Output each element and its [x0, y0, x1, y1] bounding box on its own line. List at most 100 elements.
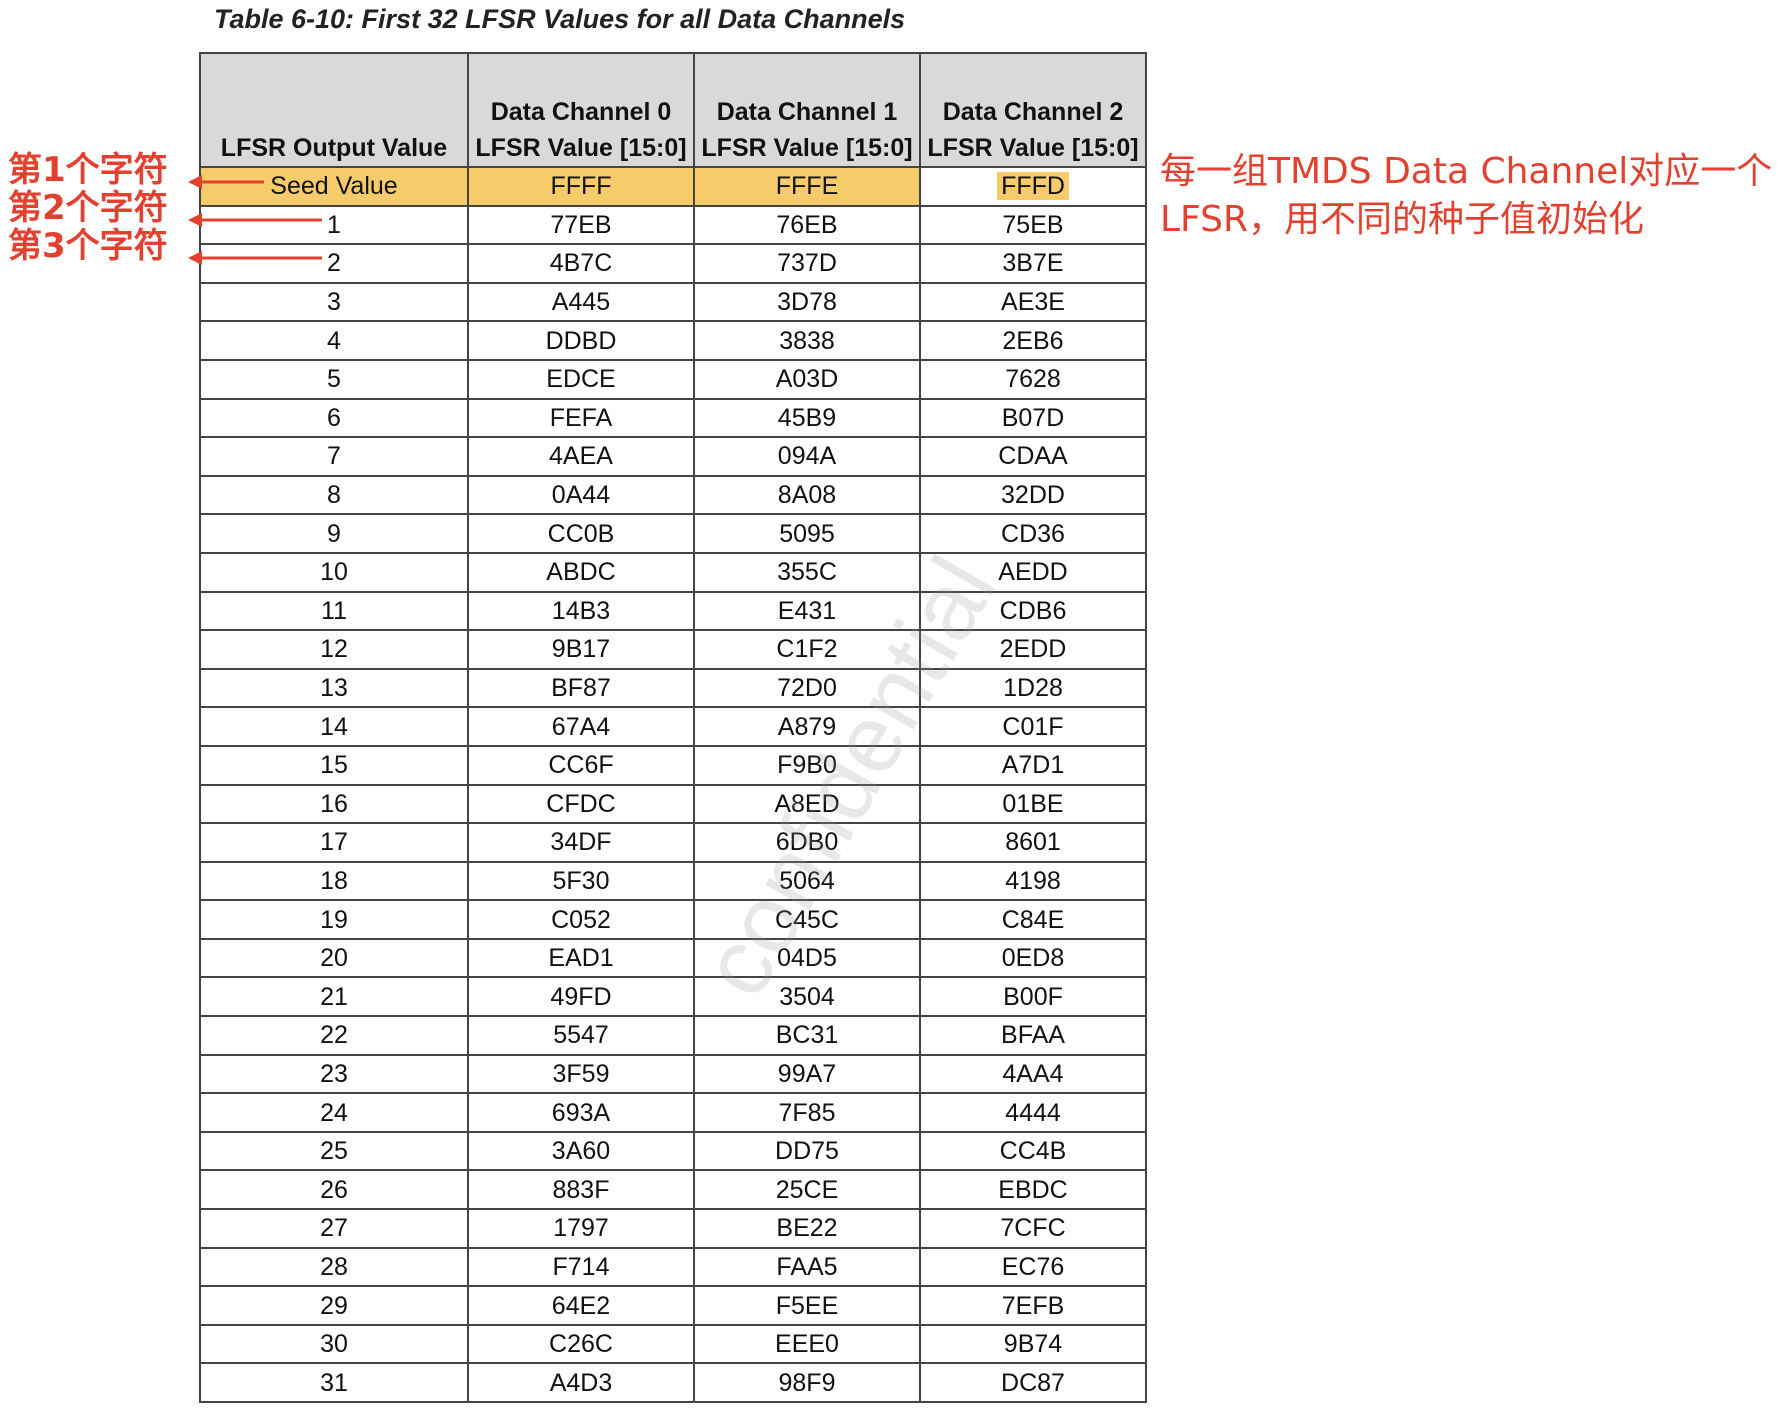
- lfsr-table: LFSR Output Value Data Channel 0 LFSR Va…: [199, 52, 1147, 1403]
- lfsr-value-cell: EDCE: [467, 358, 695, 400]
- lfsr-value-cell: 2EDD: [919, 629, 1147, 670]
- lfsr-value-cell: 5547: [467, 1015, 695, 1056]
- lfsr-value-cell: 5095: [693, 513, 921, 554]
- lfsr-value-cell: 4B7C: [467, 243, 695, 284]
- lfsr-value-cell: 2EB6: [919, 320, 1147, 361]
- table-header-row: LFSR Output Value Data Channel 0 LFSR Va…: [199, 52, 1147, 168]
- lfsr-value-cell: F5EE: [693, 1285, 921, 1326]
- table-row: 25 3A60 DD75 CC4B: [199, 1130, 1147, 1172]
- annotation-channel-note: 每一组TMDS Data Channel对应一个 LFSR，用不同的种子值初始化: [1160, 148, 1772, 244]
- lfsr-value-cell: FFFD: [919, 166, 1147, 207]
- table-row: 1 77EB 76EB 75EB: [199, 204, 1147, 246]
- header-channel-1: Data Channel 1 LFSR Value [15:0]: [693, 52, 921, 168]
- lfsr-value-cell: ABDC: [467, 551, 695, 593]
- lfsr-value-cell: DDBD: [467, 320, 695, 361]
- table-row: 2 4B7C 737D 3B7E: [199, 243, 1147, 284]
- lfsr-value-cell: C26C: [467, 1323, 695, 1365]
- annotation-char-1: 第1个字符: [8, 150, 168, 190]
- lfsr-value-cell: 04D5: [693, 937, 921, 979]
- table-row: 17 34DF 6DB0 8601: [199, 822, 1147, 863]
- lfsr-value-cell: 4198: [919, 860, 1147, 902]
- table-row: 20 EAD1 04D5 0ED8: [199, 937, 1147, 979]
- table-row: 12 9B17 C1F2 2EDD: [199, 629, 1147, 670]
- lfsr-value-cell: 7EFB: [919, 1285, 1147, 1326]
- lfsr-value-cell: C84E: [919, 899, 1147, 940]
- lfsr-value-cell: 99A7: [693, 1053, 921, 1095]
- table-caption: Table 6-10: First 32 LFSR Values for all…: [214, 4, 906, 34]
- table-row: 7 4AEA 094A CDAA: [199, 436, 1147, 477]
- highlighted-value: FFFD: [997, 172, 1069, 201]
- lfsr-value-cell: DC87: [919, 1362, 1147, 1403]
- lfsr-value-cell: 01BE: [919, 783, 1147, 825]
- lfsr-value-cell: 3D78: [693, 281, 921, 323]
- row-label-cell: 17: [199, 822, 469, 863]
- lfsr-value-cell: 9B17: [467, 629, 695, 670]
- lfsr-value-cell: 4444: [919, 1092, 1147, 1133]
- lfsr-value-cell: 0ED8: [919, 937, 1147, 979]
- annotation-char-2: 第2个字符: [8, 188, 168, 228]
- table-row: 30 C26C EEE0 9B74: [199, 1323, 1147, 1365]
- lfsr-value-cell: B00F: [919, 976, 1147, 1018]
- lfsr-value-cell: 3A60: [467, 1130, 695, 1172]
- row-label-cell: 7: [199, 436, 469, 477]
- row-label-cell: 8: [199, 474, 469, 516]
- lfsr-value-cell: 1D28: [919, 667, 1147, 709]
- lfsr-value-cell: EBDC: [919, 1169, 1147, 1211]
- table-row: 24 693A 7F85 4444: [199, 1092, 1147, 1133]
- row-label-cell: 13: [199, 667, 469, 709]
- table-row: 4 DDBD 3838 2EB6: [199, 320, 1147, 361]
- row-label-cell: 14: [199, 706, 469, 747]
- row-label-cell: 24: [199, 1092, 469, 1133]
- lfsr-value-cell: 883F: [467, 1169, 695, 1211]
- lfsr-value-cell: 76EB: [693, 204, 921, 246]
- table-row: 9 CC0B 5095 CD36: [199, 513, 1147, 554]
- header-channel-2: Data Channel 2 LFSR Value [15:0]: [919, 52, 1147, 168]
- lfsr-value-cell: 7F85: [693, 1092, 921, 1133]
- lfsr-value-cell: C1F2: [693, 629, 921, 670]
- lfsr-value-cell: F714: [467, 1246, 695, 1288]
- lfsr-value-cell: 3F59: [467, 1053, 695, 1095]
- annotation-line-2: LFSR，用不同的种子值初始化: [1160, 199, 1644, 240]
- lfsr-value-cell: 693A: [467, 1092, 695, 1133]
- lfsr-value-cell: 094A: [693, 436, 921, 477]
- lfsr-value-cell: 355C: [693, 551, 921, 593]
- lfsr-value-cell: 3838: [693, 320, 921, 361]
- lfsr-value-cell: A03D: [693, 358, 921, 400]
- lfsr-value-cell: C01F: [919, 706, 1147, 747]
- lfsr-value-cell: 45B9: [693, 397, 921, 439]
- lfsr-value-cell: BF87: [467, 667, 695, 709]
- table-row: 3 A445 3D78 AE3E: [199, 281, 1147, 323]
- lfsr-value-cell: 98F9: [693, 1362, 921, 1403]
- table-row: 28 F714 FAA5 EC76: [199, 1246, 1147, 1288]
- table-row: 22 5547 BC31 BFAA: [199, 1015, 1147, 1056]
- header-output-value: LFSR Output Value: [199, 52, 469, 168]
- table-row: 11 14B3 E431 CDB6: [199, 590, 1147, 632]
- lfsr-value-cell: C45C: [693, 899, 921, 940]
- table-row: 19 C052 C45C C84E: [199, 899, 1147, 940]
- table-row: 14 67A4 A879 C01F: [199, 706, 1147, 747]
- lfsr-value-cell: A4D3: [467, 1362, 695, 1403]
- row-label-cell: 26: [199, 1169, 469, 1211]
- row-label-cell: 31: [199, 1362, 469, 1403]
- row-label-cell: 12: [199, 629, 469, 670]
- lfsr-value-cell: BC31: [693, 1015, 921, 1056]
- lfsr-value-cell: FFFF: [467, 166, 695, 207]
- lfsr-value-cell: FFFE: [693, 166, 921, 207]
- table-row: 6 FEFA 45B9 B07D: [199, 397, 1147, 439]
- lfsr-value-cell: DD75: [693, 1130, 921, 1172]
- lfsr-value-cell: 32DD: [919, 474, 1147, 516]
- lfsr-value-cell: 7628: [919, 358, 1147, 400]
- table-row: 26 883F 25CE EBDC: [199, 1169, 1147, 1211]
- lfsr-value-cell: CC4B: [919, 1130, 1147, 1172]
- row-label-cell: 11: [199, 590, 469, 632]
- row-label-cell: 1: [199, 204, 469, 246]
- lfsr-value-cell: 5F30: [467, 860, 695, 902]
- row-label-cell: 22: [199, 1015, 469, 1056]
- lfsr-value-cell: 0A44: [467, 474, 695, 516]
- arrow-left-icon: [188, 251, 322, 265]
- row-label-cell: 9: [199, 513, 469, 554]
- row-label-cell: 27: [199, 1208, 469, 1249]
- lfsr-value-cell: 4AEA: [467, 436, 695, 477]
- lfsr-value-cell: 64E2: [467, 1285, 695, 1326]
- annotation-char-3: 第3个字符: [8, 226, 168, 266]
